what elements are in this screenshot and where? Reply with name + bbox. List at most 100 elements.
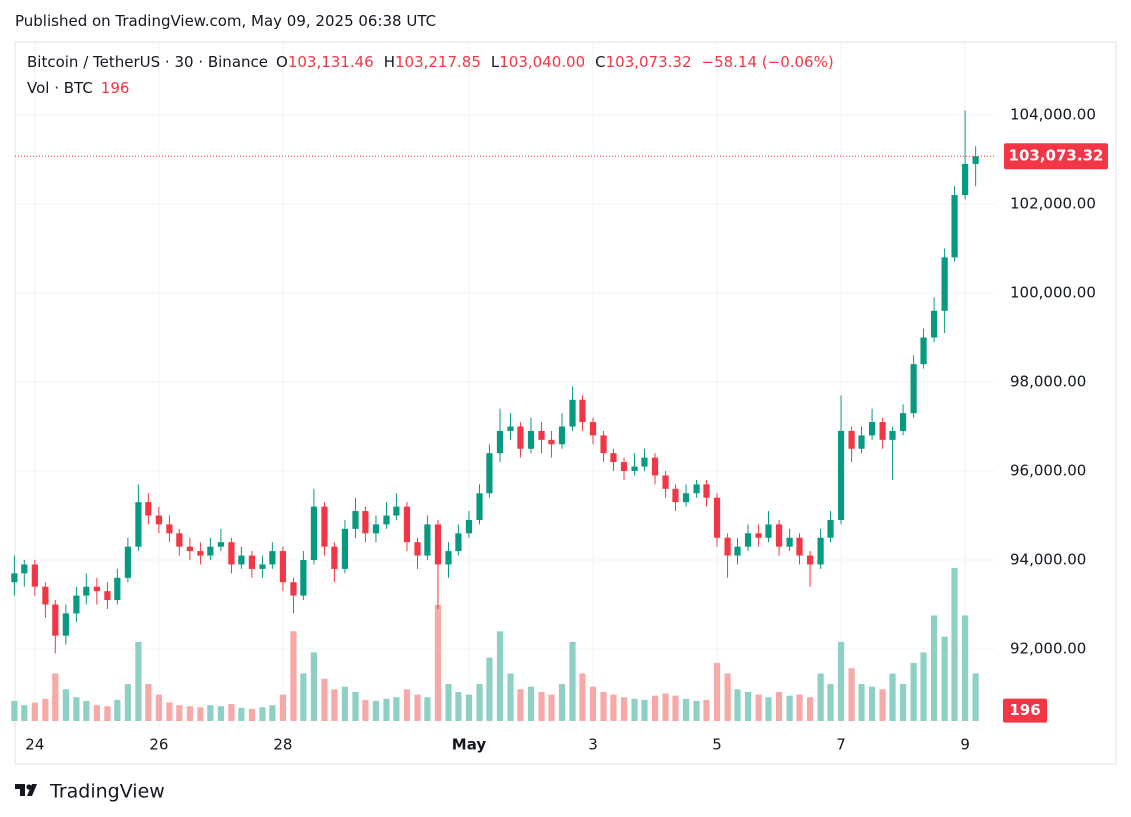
volume-bar [755, 694, 762, 721]
volume-bar [734, 689, 741, 721]
candle-body [383, 515, 390, 525]
candle-body [372, 524, 380, 534]
volume-bar [610, 694, 617, 721]
candle-body [734, 546, 741, 556]
candle-body [207, 546, 214, 556]
volume-bar [703, 699, 710, 721]
candle-body [548, 439, 555, 445]
candle-body [713, 497, 721, 538]
candle-body [424, 524, 431, 556]
volume-bar [672, 695, 679, 721]
y-tick-label: 104,000.00 [1010, 105, 1096, 123]
candle-body [682, 493, 690, 503]
legend-key: H [383, 53, 395, 71]
last-price-label: 103,073.32 [1009, 147, 1104, 165]
volume-bar [73, 697, 80, 721]
candle-body [104, 591, 111, 601]
last-price-badge [1004, 143, 1108, 170]
volume-bar [176, 705, 183, 721]
volume-bar [383, 698, 390, 721]
volume-bar [724, 673, 731, 721]
legend-key: O [276, 53, 288, 71]
candle-body [31, 564, 38, 587]
candle-body [507, 426, 514, 431]
candle-body [569, 399, 576, 427]
candle-body [517, 426, 524, 449]
volume-bar [269, 705, 276, 721]
volume-bar [961, 615, 969, 721]
candle-body [672, 488, 679, 503]
candle-body [744, 533, 752, 547]
volume-bar [145, 684, 152, 721]
candle-body [496, 430, 504, 454]
volume-bar [259, 707, 266, 721]
candle-body [465, 519, 473, 534]
volume-bar [186, 706, 193, 721]
volume-bar [527, 686, 535, 721]
volume-bar [124, 684, 131, 721]
y-tick-label: 100,000.00 [1010, 283, 1096, 301]
volume-bar [631, 698, 638, 721]
candle-body [538, 430, 545, 440]
candle-body [279, 551, 287, 583]
x-tick-label: May [452, 736, 487, 754]
candle-body [724, 537, 731, 556]
candle-body [920, 337, 927, 365]
legend-value: 103,217.85 [394, 53, 481, 71]
candle-body [414, 542, 421, 556]
volume-bar [744, 691, 752, 721]
candle-body [362, 511, 369, 534]
volume-bar [414, 694, 421, 721]
candle-body [114, 577, 121, 601]
legend-change: −58.14 (−0.06%) [701, 53, 834, 71]
candle-body [837, 430, 845, 520]
volume-bar [600, 691, 607, 721]
volume-bar [786, 695, 793, 721]
candle-body [176, 533, 183, 547]
candle-body [197, 551, 204, 556]
candle-body [600, 435, 607, 454]
candle-body [910, 364, 917, 414]
volume-bar [837, 641, 845, 721]
legend-key: L [490, 53, 500, 71]
x-tick-label: 28 [273, 736, 292, 754]
x-tick-label: 5 [712, 736, 722, 754]
volume-bar [403, 689, 411, 721]
candle-body [135, 502, 142, 547]
candle-body [73, 595, 80, 614]
x-tick-label: 3 [588, 736, 598, 754]
volume-badge [1003, 698, 1047, 723]
candle-body [662, 475, 669, 489]
volume-bar [248, 708, 256, 721]
candle-body [610, 453, 617, 463]
candle-body [806, 555, 814, 565]
volume-bar [775, 691, 783, 721]
candle-body [269, 551, 276, 565]
candle-body [631, 466, 638, 471]
x-tick-label: 7 [836, 736, 846, 754]
candle-body [527, 430, 535, 449]
candle-body [620, 462, 628, 471]
x-tick-label: 24 [25, 736, 44, 754]
volume-bar [941, 636, 948, 721]
candle-body [259, 564, 266, 569]
volume-bar [11, 700, 18, 721]
volume-bar [455, 691, 462, 721]
candle-body [868, 422, 876, 436]
volume-bar [765, 697, 772, 721]
candle-body [941, 257, 948, 311]
legend-row: Vol · BTC 196 [27, 79, 129, 97]
volume-bar [445, 684, 452, 721]
volume-bar [166, 702, 173, 721]
volume-bar [93, 705, 100, 721]
candle-body [434, 524, 442, 565]
candle-body [796, 537, 803, 556]
candle-body [775, 524, 783, 547]
volume-bar [135, 641, 142, 721]
candle-body [455, 533, 462, 552]
volume-bar [899, 684, 907, 721]
candle-body [124, 546, 131, 578]
candle-body [300, 560, 307, 596]
volume-bar [104, 706, 111, 721]
